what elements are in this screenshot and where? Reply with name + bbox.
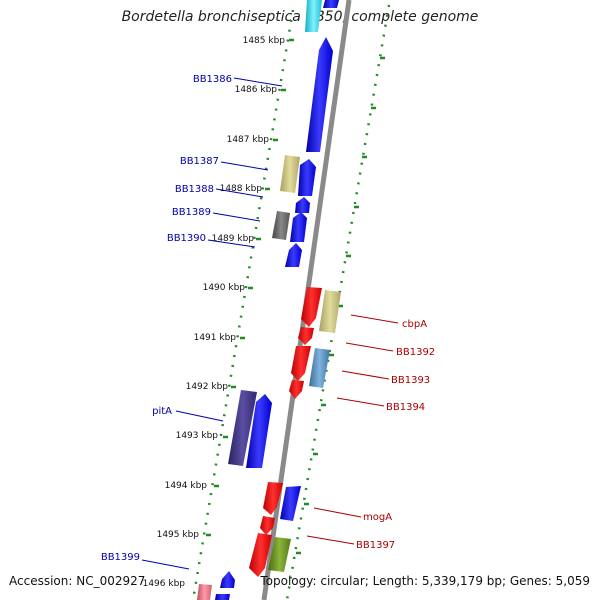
gene-reverse[interactable] (249, 533, 272, 577)
gene-label-bb1393[interactable]: BB1393 (391, 375, 430, 386)
ruler-tick-label: 1486 kbp (235, 85, 278, 95)
gene-forward-bb1390[interactable] (285, 243, 302, 267)
gene-gray[interactable] (272, 211, 290, 240)
gene-label-moga[interactable]: mogA (363, 512, 392, 523)
gene-forward-bb1386[interactable] (306, 37, 333, 152)
gene-label-bb1397[interactable]: BB1397 (356, 540, 395, 551)
reverse-strand-genes (249, 287, 322, 577)
gene-forward-bb1387[interactable] (298, 159, 316, 196)
gene-bb1393[interactable] (309, 348, 330, 388)
map-title: Bordetella bronchiseptica RB50, complete… (121, 9, 479, 25)
position-ruler: 1485 kbp 1486 kbp 1487 kbp 1488 kbp 1489… (143, 36, 294, 589)
gene-label-bb1386[interactable]: BB1386 (193, 74, 232, 85)
ruler-tick-label: 1493 kbp (176, 431, 219, 441)
gene-forward-pita[interactable] (246, 394, 272, 468)
gene-pink[interactable] (197, 584, 212, 600)
gene-olive[interactable] (268, 537, 291, 572)
gene-forward-bb1389[interactable] (290, 212, 307, 242)
ruler-tick-label: 1492 kbp (186, 382, 229, 392)
gene-label-bb1387[interactable]: BB1387 (180, 156, 219, 167)
gene-forward[interactable] (323, 0, 339, 8)
gene-forward-bb1388[interactable] (295, 197, 310, 213)
ruler-tick-label: 1485 kbp (243, 36, 286, 46)
gene-label-pita[interactable]: pitA (152, 406, 172, 417)
ruler-tick-label: 1489 kbp (212, 234, 255, 244)
map-footer: Accession: NC_002927 Topology: circular;… (0, 574, 600, 592)
gene-label-bb1394[interactable]: BB1394 (386, 402, 425, 413)
gene-cyan[interactable] (305, 0, 322, 32)
gene-label-bb1392[interactable]: BB1392 (396, 347, 435, 358)
gene-reverse[interactable] (301, 287, 322, 327)
gene-label-bb1399[interactable]: BB1399 (101, 552, 140, 563)
ruler-tick-label: 1495 kbp (157, 530, 200, 540)
right-track-ticks (296, 56, 385, 555)
ruler-tick-label: 1490 kbp (203, 283, 246, 293)
right-gene-labels: cbpA BB1392 BB1393 BB1394 mogA BB1397 (306, 314, 435, 551)
gene-cbpa[interactable] (319, 290, 341, 333)
gene-purple[interactable] (228, 390, 257, 466)
gene-label-bb1390[interactable]: BB1390 (167, 233, 206, 244)
gene-reverse[interactable] (289, 380, 304, 399)
gene-forward[interactable] (215, 594, 230, 600)
gene-label-bb1389[interactable]: BB1389 (172, 207, 211, 218)
other-genes (197, 0, 341, 600)
gene-forward[interactable] (280, 486, 301, 521)
ruler-tick-label: 1496 kbp (143, 579, 186, 589)
gene-label-cbpa[interactable]: cbpA (402, 319, 427, 330)
accession-text: Accession: NC_002927 (9, 574, 146, 588)
ruler-tick-label: 1494 kbp (165, 481, 208, 491)
gene-forward[interactable] (220, 571, 235, 588)
gene-reverse[interactable] (263, 482, 283, 515)
forward-strand-genes (215, 0, 339, 600)
ruler-tick-label: 1487 kbp (227, 135, 270, 145)
gene-label-bb1388[interactable]: BB1388 (175, 184, 214, 195)
gene-reverse[interactable] (291, 346, 311, 381)
topology-text: Topology: circular; Length: 5,339,179 bp… (260, 574, 590, 588)
gene-reverse[interactable] (298, 327, 314, 345)
ruler-tick-label: 1491 kbp (194, 333, 237, 343)
gene-khaki[interactable] (280, 155, 300, 193)
left-gene-labels: BB1386 BB1387 BB1388 BB1389 BB1390 pitA … (101, 74, 283, 570)
ruler-tick-label: 1488 kbp (220, 184, 263, 194)
gene-reverse[interactable] (260, 516, 275, 535)
